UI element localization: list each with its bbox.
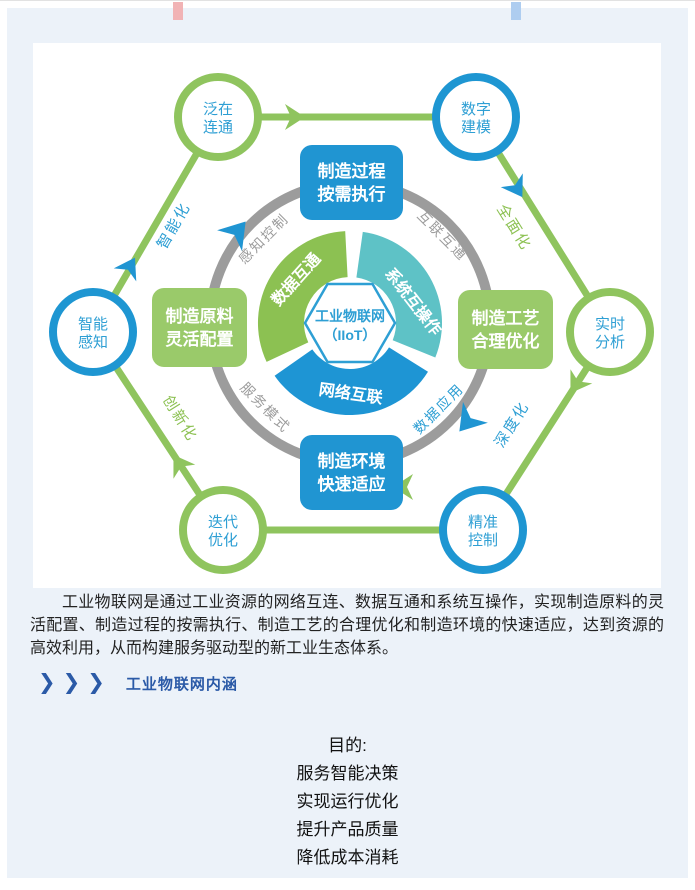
section-heading: ❯❯❯ 工业物联网内涵: [38, 669, 238, 697]
blue-bookmark-tab: [511, 2, 521, 20]
flow-arrow-bottom-right: [559, 369, 593, 401]
node-ubiquitous-circle: [174, 73, 262, 161]
box-craft-line1: 制造工艺: [472, 308, 540, 328]
edge-label-comprehensive: 全面化: [493, 201, 535, 254]
purpose-item: 实现运行优化: [296, 792, 399, 811]
diagram-panel: 智能化 全面化 深度化 创新化 感知控制 互联互通 数据应用 服务模式 数据互通…: [33, 43, 661, 588]
box-craft-line2: 合理优化: [472, 331, 540, 351]
center-title-line1: 工业物联网: [315, 308, 385, 324]
box-material-line2: 灵活配置: [166, 329, 234, 349]
box-environment-line2: 快速适应: [318, 474, 386, 494]
node-iterative-circle: [179, 486, 267, 574]
box-material: [152, 288, 247, 367]
node-sensing-circle: [49, 288, 137, 376]
node-realtime-line2: 分析: [595, 334, 625, 351]
node-digital-circle: [432, 73, 520, 161]
purpose-title: 目的:: [328, 736, 367, 755]
node-precise-circle: [439, 486, 527, 574]
node-iterative-line2: 优化: [208, 532, 238, 549]
node-realtime-line1: 实时: [595, 316, 625, 333]
segment-network-interconnection: [274, 347, 428, 416]
capability-boxes: 制造过程 按需执行 制造原料 灵活配置 制造工艺 合理优化 制造环境 快速适应: [152, 145, 553, 510]
node-sensing-line1: 智能: [78, 315, 108, 333]
segment-system-interoperation: [356, 231, 443, 358]
red-bookmark-tab: [173, 2, 183, 20]
edge-label-intelligent: 智能化: [153, 199, 194, 252]
box-process: [300, 145, 403, 220]
node-precise-line2: 控制: [468, 532, 498, 549]
node-digital-line2: 建模: [461, 119, 491, 136]
box-environment-line1: 制造环境: [318, 451, 386, 471]
node-iterative-line1: 迭代: [208, 514, 238, 531]
vertex-nodes: 泛在 连通 数字 建模 智能 感知 实时 分析 迭代 优化 精准 控制: [49, 73, 654, 574]
node-precise-line1: 精准: [468, 514, 498, 531]
box-material-line1: 制造原料: [166, 306, 234, 326]
center-hexagon: [303, 282, 397, 364]
box-environment: [300, 435, 403, 510]
segment-data-interchange: [257, 231, 348, 362]
box-process-line1: 制造过程: [318, 161, 386, 181]
center-title-line2: （IIoT）: [324, 327, 377, 343]
node-sensing-line2: 感知: [78, 334, 108, 351]
node-ubiquitous-line1: 泛在: [203, 101, 233, 118]
chevron-icon: ❯: [38, 671, 63, 694]
chevron-icon: ❯: [87, 671, 112, 694]
purpose-item: 提升产品质量: [296, 820, 399, 839]
node-ubiquitous-line2: 连通: [203, 119, 233, 136]
iiot-hexagon-diagram: 智能化 全面化 深度化 创新化 感知控制 互联互通 数据应用 服务模式 数据互通…: [49, 73, 654, 574]
intro-paragraph: 工业物联网是通过工业资源的网络互连、数据互通和系统互操作，实现制造原料的灵活配置…: [30, 594, 664, 657]
node-digital-line1: 数字: [461, 101, 491, 118]
purpose-item: 降低成本消耗: [296, 848, 399, 867]
top-border-line: [0, 0, 695, 1]
purpose-block: 目的: 服务智能决策 实现运行优化 提升产品质量 降低成本消耗: [0, 732, 695, 872]
box-craft: [458, 290, 553, 369]
chevron-icon: ❯: [62, 671, 88, 694]
purpose-item: 服务智能决策: [296, 764, 399, 783]
edge-label-deep: 深度化: [491, 398, 532, 450]
box-process-line2: 按需执行: [318, 184, 386, 204]
node-realtime-circle: [566, 288, 654, 376]
chevron-icons: ❯❯❯: [38, 669, 112, 697]
section-title: 工业物联网内涵: [125, 675, 238, 693]
